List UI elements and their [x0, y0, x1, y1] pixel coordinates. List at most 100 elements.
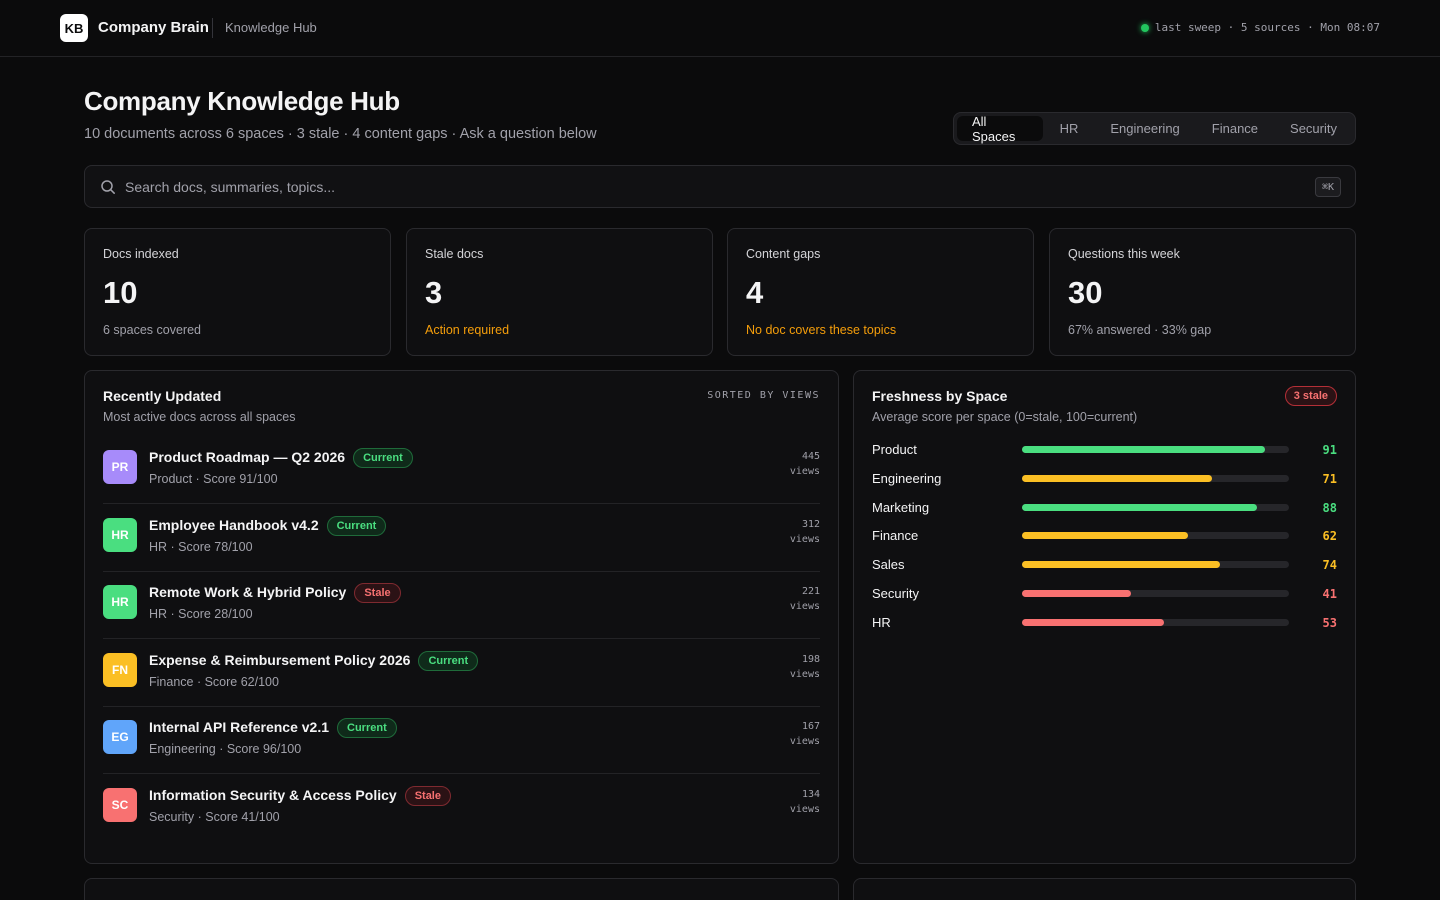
stat-card-docs-indexed[interactable]: Docs indexed 10 6 spaces covered — [84, 228, 391, 356]
doc-meta: HR · Score 78/100 — [149, 539, 253, 554]
doc-row[interactable]: SC Information Security & Access Policy St… — [103, 775, 820, 842]
views-unit: views — [789, 736, 820, 747]
freshness-bar-fill — [1022, 446, 1265, 453]
tab-engineering[interactable]: Engineering — [1110, 121, 1180, 136]
panel-title: Recently Updated — [103, 388, 222, 404]
freshness-row[interactable]: Security 41 — [872, 584, 1337, 604]
freshness-row[interactable]: Engineering 71 — [872, 469, 1337, 489]
tab-hr[interactable]: HR — [1059, 121, 1079, 136]
space-avatar: EG — [103, 720, 137, 754]
doc-views: 167 views — [790, 719, 820, 749]
freshness-score: 91 — [1322, 443, 1337, 457]
page-subtitle: 10 documents across 6 spaces · 3 stale ·… — [84, 126, 597, 142]
freshness-bar — [1022, 503, 1289, 511]
space-name: Engineering — [872, 470, 942, 486]
sync-status-text: last sweep · 5 sources · Mon 08:07 — [1154, 21, 1380, 34]
views-count: 221 — [801, 586, 820, 597]
space-name: Product — [872, 442, 917, 457]
app-logo[interactable]: KB — [60, 14, 88, 42]
views-count: 445 — [801, 451, 820, 462]
space-avatar: HR — [103, 517, 137, 552]
stat-card-questions[interactable]: Questions this week 30 67% answered · 33… — [1049, 228, 1356, 356]
freshness-row[interactable]: Product 91 — [872, 440, 1337, 460]
stat-note: No doc covers these topics — [746, 323, 897, 337]
views-count: 312 — [801, 518, 820, 530]
panel-subtitle: Most active docs across all spaces — [103, 410, 296, 424]
space-avatar: FN — [103, 652, 137, 687]
doc-views: 134 views — [790, 787, 820, 817]
freshness-score: 74 — [1322, 558, 1337, 573]
doc-status-badge: Current — [337, 718, 397, 738]
freshness-bar — [1022, 618, 1289, 626]
views-count: 198 — [801, 653, 820, 665]
panel-subtitle: Average score per space (0=stale, 100=cu… — [872, 410, 1138, 424]
views-unit: views — [789, 668, 820, 680]
freshness-row[interactable]: Marketing 88 — [872, 498, 1337, 518]
freshness-row[interactable]: Finance 62 — [872, 526, 1337, 546]
doc-meta: Product · Score 91/100 — [149, 472, 278, 486]
doc-meta: HR · Score 28/100 — [149, 607, 253, 621]
doc-title: Employee Handbook v4.2 Current — [149, 515, 387, 536]
doc-row[interactable]: HR Remote Work & Hybrid Policy Stale HR · S… — [103, 572, 820, 639]
space-name: Security — [872, 586, 919, 601]
doc-meta: Finance · Score 62/100 — [149, 674, 279, 689]
doc-title-text: Expense & Reimbursement Policy 2026 — [149, 651, 411, 668]
doc-title: Internal API Reference v2.1 Current — [149, 718, 397, 738]
space-name: Finance — [872, 528, 919, 544]
status-dot-icon — [1140, 23, 1149, 32]
views-unit: views — [789, 601, 820, 612]
stale-count-badge[interactable]: 3 stale — [1284, 386, 1337, 406]
stat-label: Questions this week — [1068, 247, 1180, 261]
freshness-score: 88 — [1322, 500, 1337, 515]
space-name: Sales — [872, 557, 905, 573]
stat-value: 10 — [103, 275, 138, 310]
tab-security[interactable]: Security — [1290, 121, 1337, 136]
stat-label: Docs indexed — [103, 247, 179, 261]
doc-row[interactable]: FN Expense & Reimbursement Policy 2026 Cur… — [103, 640, 820, 707]
doc-title-text: Employee Handbook v4.2 — [149, 516, 319, 533]
doc-title: Remote Work & Hybrid Policy Stale — [149, 583, 401, 603]
breadcrumb[interactable]: Knowledge Hub — [225, 20, 317, 35]
doc-views: 221 views — [790, 584, 820, 614]
freshness-bar-fill — [1022, 561, 1220, 569]
tab-finance[interactable]: Finance — [1211, 121, 1259, 136]
tab-all-spaces[interactable]: All Spaces — [957, 114, 1043, 144]
freshness-row[interactable]: HR 53 — [872, 613, 1337, 633]
search-input[interactable] — [125, 166, 1275, 207]
doc-status-badge: Stale — [354, 583, 401, 603]
doc-row[interactable]: PR Product Roadmap — Q2 2026 Current Produc… — [103, 437, 820, 504]
freshness-bar — [1022, 590, 1289, 597]
freshness-score: 71 — [1322, 471, 1337, 486]
stat-card-stale-docs[interactable]: Stale docs 3 Action required — [406, 228, 713, 356]
doc-status-badge: Current — [353, 448, 413, 468]
freshness-bar-fill — [1022, 618, 1164, 626]
doc-meta: Engineering · Score 96/100 — [149, 742, 302, 756]
app-name[interactable]: Company Brain — [98, 19, 209, 36]
freshness-bar — [1022, 532, 1289, 540]
freshness-bar — [1022, 474, 1289, 482]
freshness-row[interactable]: Sales 74 — [872, 555, 1337, 575]
search-shortcut-hint: ⌘K — [1314, 177, 1341, 197]
views-unit: views — [789, 533, 820, 545]
doc-row[interactable]: EG Internal API Reference v2.1 Current Engi… — [103, 707, 820, 774]
lower-right-panel — [853, 878, 1356, 900]
freshness-panel: Freshness by Space Average score per spa… — [853, 370, 1356, 864]
doc-row[interactable]: HR Employee Handbook v4.2 Current HR · Scor… — [103, 505, 820, 572]
views-count: 134 — [801, 788, 820, 800]
top-bar: KB Company Brain Knowledge Hub last swee… — [0, 0, 1440, 57]
stat-card-content-gaps[interactable]: Content gaps 4 No doc covers these topic… — [727, 228, 1034, 356]
stat-value: 30 — [1068, 275, 1103, 310]
freshness-bar — [1022, 561, 1289, 569]
doc-views: 198 views — [790, 652, 820, 682]
stat-value: 4 — [746, 275, 764, 310]
lower-left-panel — [84, 878, 839, 900]
sync-status: last sweep · 5 sources · Mon 08:07 — [1140, 21, 1380, 34]
freshness-bar-fill — [1022, 503, 1257, 511]
doc-status-badge: Current — [326, 515, 387, 536]
space-tabs: All Spaces HR Engineering Finance Securi… — [953, 112, 1356, 145]
space-avatar: PR — [103, 450, 137, 484]
doc-title-text: Information Security & Access Policy — [149, 786, 397, 803]
sort-label[interactable]: SORTED BY VIEWS — [707, 390, 820, 401]
freshness-bar — [1022, 446, 1289, 453]
freshness-bar-fill — [1022, 532, 1188, 540]
